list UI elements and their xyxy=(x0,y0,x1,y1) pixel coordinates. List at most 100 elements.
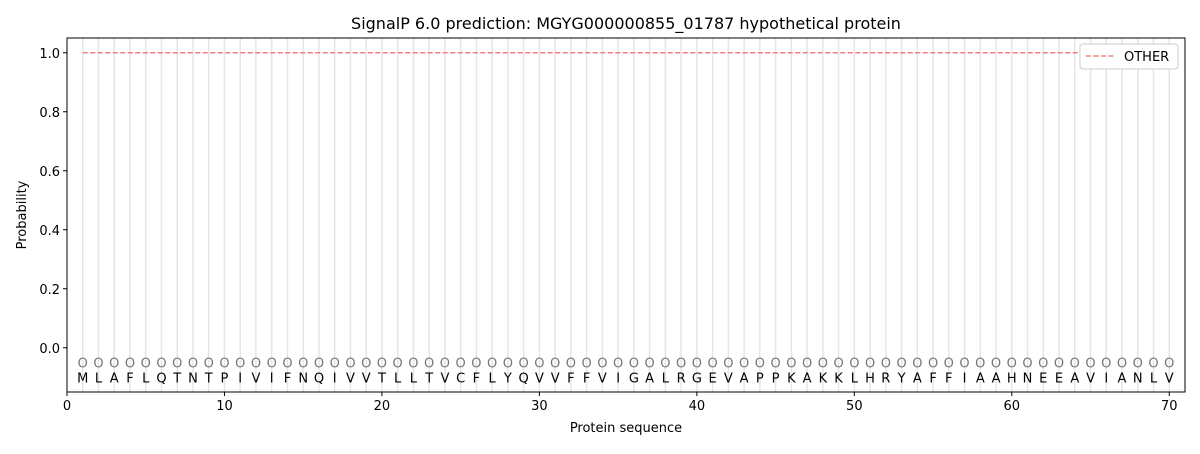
legend-label-other: OTHER xyxy=(1124,50,1169,65)
x-tick-label: 0 xyxy=(63,399,71,414)
residue-letter: Y xyxy=(897,371,906,386)
residue-letter: A xyxy=(1118,371,1127,386)
residue-letter: R xyxy=(677,371,686,386)
residue-prediction-label: O xyxy=(330,357,340,372)
residue-prediction-label: O xyxy=(660,357,670,372)
residue-prediction-label: O xyxy=(770,357,780,372)
residue-letter: L xyxy=(1150,371,1158,386)
y-tick-label: 0.0 xyxy=(39,342,60,357)
residue-prediction-label: O xyxy=(1038,357,1048,372)
residue-letter: Y xyxy=(503,371,512,386)
residue-letter: V xyxy=(551,371,560,386)
residue-letter: N xyxy=(1023,371,1033,386)
residue-prediction-label: O xyxy=(755,357,765,372)
residue-prediction-label: O xyxy=(629,357,639,372)
residue-prediction-label: O xyxy=(456,357,466,372)
residue-prediction-label: O xyxy=(361,357,371,372)
residue-letter: M xyxy=(77,371,88,386)
residue-letter: F xyxy=(929,371,936,386)
residue-letter: F xyxy=(473,371,480,386)
residue-prediction-label: O xyxy=(896,357,906,372)
x-tick-label: 30 xyxy=(531,399,548,414)
residue-prediction-label: O xyxy=(881,357,891,372)
residue-letter: V xyxy=(535,371,544,386)
residue-prediction-label: O xyxy=(1007,357,1017,372)
residue-prediction-label: O xyxy=(282,357,292,372)
residue-letter: N xyxy=(298,371,308,386)
residue-letter: T xyxy=(424,371,433,386)
residue-prediction-label: O xyxy=(267,357,277,372)
residue-letter: F xyxy=(945,371,952,386)
residue-letter: A xyxy=(992,371,1001,386)
residue-prediction-label: O xyxy=(975,357,985,372)
residue-prediction-label: O xyxy=(393,357,403,372)
residue-prediction-label: O xyxy=(298,357,308,372)
residue-letter: V xyxy=(346,371,355,386)
residue-letter: H xyxy=(1007,371,1017,386)
residue-letter: A xyxy=(803,371,812,386)
residue-prediction-label: O xyxy=(865,357,875,372)
x-tick-label: 20 xyxy=(374,399,391,414)
residue-letter: F xyxy=(126,371,133,386)
residue-letter: V xyxy=(362,371,371,386)
residue-prediction-label: O xyxy=(739,357,749,372)
residue-prediction-label: O xyxy=(172,357,182,372)
residue-prediction-label: O xyxy=(78,357,88,372)
residue-letter: K xyxy=(834,371,843,386)
residue-letter: T xyxy=(377,371,386,386)
residue-prediction-label: O xyxy=(1164,357,1174,372)
residue-letter: T xyxy=(204,371,213,386)
residue-prediction-label: O xyxy=(188,357,198,372)
y-tick-label: 1.0 xyxy=(39,47,60,62)
residue-letter: E xyxy=(708,371,716,386)
residue-prediction-label: O xyxy=(550,357,560,372)
x-tick-label: 10 xyxy=(216,399,233,414)
residue-letter: P xyxy=(221,371,229,386)
residue-prediction-label: O xyxy=(93,357,103,372)
residue-prediction-label: O xyxy=(566,357,576,372)
residue-prediction-label: O xyxy=(802,357,812,372)
residue-prediction-label: O xyxy=(833,357,843,372)
residue-prediction-label: O xyxy=(849,357,859,372)
x-tick-label: 70 xyxy=(1161,399,1178,414)
residue-letter: A xyxy=(740,371,749,386)
x-tick-label: 60 xyxy=(1004,399,1021,414)
residue-letter: L xyxy=(95,371,103,386)
residue-prediction-label: O xyxy=(707,357,717,372)
residue-prediction-label: O xyxy=(959,357,969,372)
residue-letter: K xyxy=(787,371,796,386)
y-tick-label: 0.4 xyxy=(39,224,60,239)
residue-prediction-label: O xyxy=(1117,357,1127,372)
residue-letter: K xyxy=(819,371,828,386)
residue-letter: C xyxy=(456,371,465,386)
y-axis-label: Probability xyxy=(15,180,30,249)
residue-prediction-label: O xyxy=(156,357,166,372)
residue-letter: A xyxy=(913,371,922,386)
residue-letter: L xyxy=(410,371,418,386)
residue-letter: V xyxy=(724,371,733,386)
residue-letter: G xyxy=(692,371,702,386)
residue-letter: L xyxy=(489,371,497,386)
residue-prediction-label: O xyxy=(692,357,702,372)
residue-letter: I xyxy=(270,371,274,386)
residue-prediction-label: O xyxy=(251,357,261,372)
residue-prediction-label: O xyxy=(141,357,151,372)
residue-letter: F xyxy=(567,371,574,386)
residue-letter: N xyxy=(1133,371,1143,386)
residue-letter: E xyxy=(1055,371,1063,386)
residue-prediction-label: O xyxy=(723,357,733,372)
residue-prediction-label: O xyxy=(314,357,324,372)
residue-letter: R xyxy=(881,371,890,386)
residue-prediction-label: O xyxy=(377,357,387,372)
residue-prediction-label: O xyxy=(991,357,1001,372)
residue-prediction-label: O xyxy=(597,357,607,372)
residue-letter: G xyxy=(629,371,639,386)
residue-prediction-label: O xyxy=(219,357,229,372)
residue-letter: Q xyxy=(156,371,166,386)
residue-letter: V xyxy=(598,371,607,386)
y-tick-label: 0.6 xyxy=(39,165,60,180)
residue-letter: A xyxy=(1070,371,1079,386)
residue-prediction-label: O xyxy=(1022,357,1032,372)
x-axis-label: Protein sequence xyxy=(570,421,682,436)
